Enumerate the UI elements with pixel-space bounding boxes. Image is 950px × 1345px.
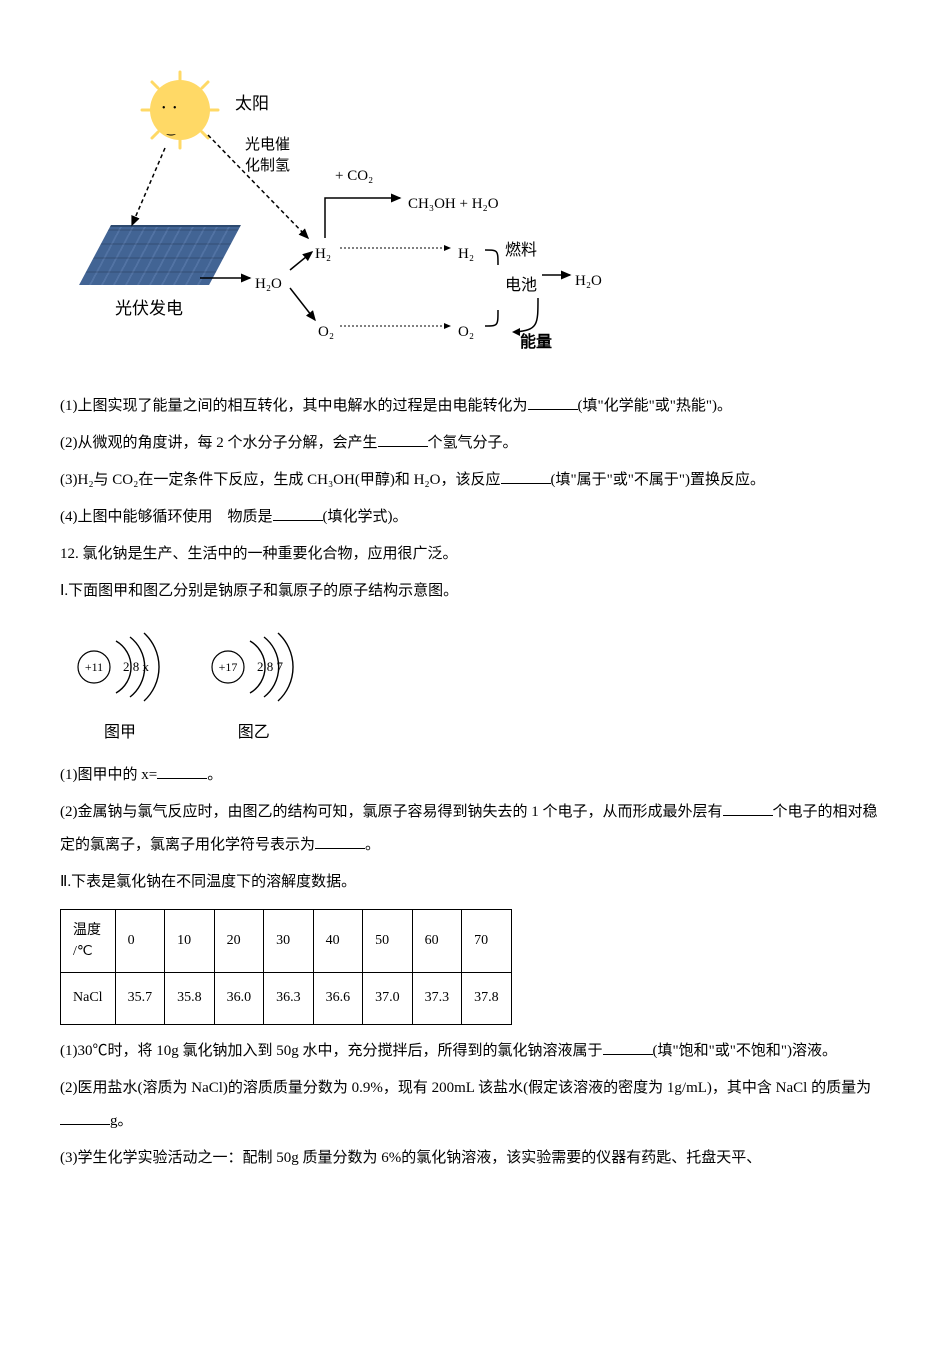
atom-b-shells: 2 8 7 [257,659,284,674]
table-cell: 36.3 [264,973,314,1025]
table-header-temp: 温度/℃ [61,910,116,973]
section2-q3: (3)学生化学实验活动之一：配制 50g 质量分数为 6%的氯化钠溶液，该实验需… [60,1142,890,1175]
question-12: 12. 氯化钠是生产、生活中的一种重要化合物，应用很广泛。 [60,538,890,571]
table-cell: 35.7 [115,973,165,1025]
table-cell: 40 [313,910,363,973]
question-1: (1)上图实现了能量之间的相互转化，其中电解水的过程是由电能转化为(填"化学能"… [60,390,890,423]
table-cell: 0 [115,910,165,973]
atom-a-nucleus: +11 [85,660,103,674]
question-3: (3)H₂与 CO₂在一定条件下反应，生成 CH₃OH(甲醇)和 H₂O，该反应… [60,464,890,497]
atom-diagrams-row: +11 2 8 x 图甲 +17 2 8 7 图乙 [60,612,890,755]
table-cell: 35.8 [165,973,215,1025]
table-cell: 60 [412,910,462,973]
atom-b-nucleus: +17 [218,660,237,674]
solubility-table: 温度/℃ 0 10 20 30 40 50 60 70 NaCl 35.7 35… [60,909,512,1025]
diagram-arrows [90,70,650,360]
table-cell: 37.3 [412,973,462,1025]
section2-q1: (1)30℃时，将 10g 氯化钠加入到 50g 水中，充分搅拌后，所得到的氯化… [60,1035,890,1068]
table-row: 温度/℃ 0 10 20 30 40 50 60 70 [61,910,512,973]
table-cell: 10 [165,910,215,973]
section1-q2: (2)金属钠与氯气反应时，由图乙的结构可知，氯原子容易得到钠失去的 1 个电子，… [60,796,890,862]
atom-a-shells: 2 8 x [123,659,150,674]
table-row-label: NaCl [61,973,116,1025]
section-2-header: Ⅱ.下表是氯化钠在不同温度下的溶解度数据。 [60,866,890,899]
section-1-header: Ⅰ.下面图甲和图乙分别是钠原子和氯原子的原子结构示意图。 [60,575,890,608]
table-row: NaCl 35.7 35.8 36.0 36.3 36.6 37.0 37.3 … [61,973,512,1025]
table-cell: 37.0 [363,973,413,1025]
question-2: (2)从微观的角度讲，每 2 个水分子分解，会产生个氢气分子。 [60,427,890,460]
atom-a-label: 图甲 [70,715,170,750]
atom-diagram-a: +11 2 8 x 图甲 [70,627,170,750]
section1-q1: (1)图甲中的 x=。 [60,759,890,792]
table-cell: 30 [264,910,314,973]
table-cell: 70 [462,910,512,973]
table-cell: 50 [363,910,413,973]
table-cell: 36.0 [214,973,264,1025]
table-cell: 20 [214,910,264,973]
table-cell: 37.8 [462,973,512,1025]
question-4: (4)上图中能够循环使用 物质是(填化学式)。 [60,501,890,534]
energy-diagram: • • ‿ 太阳 光电催化制氢 + CO₂ CH₃OH + H₂O 光伏发电 H… [90,70,650,360]
table-cell: 36.6 [313,973,363,1025]
atom-diagram-b: +17 2 8 7 图乙 [204,627,304,750]
atom-b-label: 图乙 [204,715,304,750]
section2-q2: (2)医用盐水(溶质为 NaCl)的溶质质量分数为 0.9%，现有 200mL … [60,1072,890,1138]
